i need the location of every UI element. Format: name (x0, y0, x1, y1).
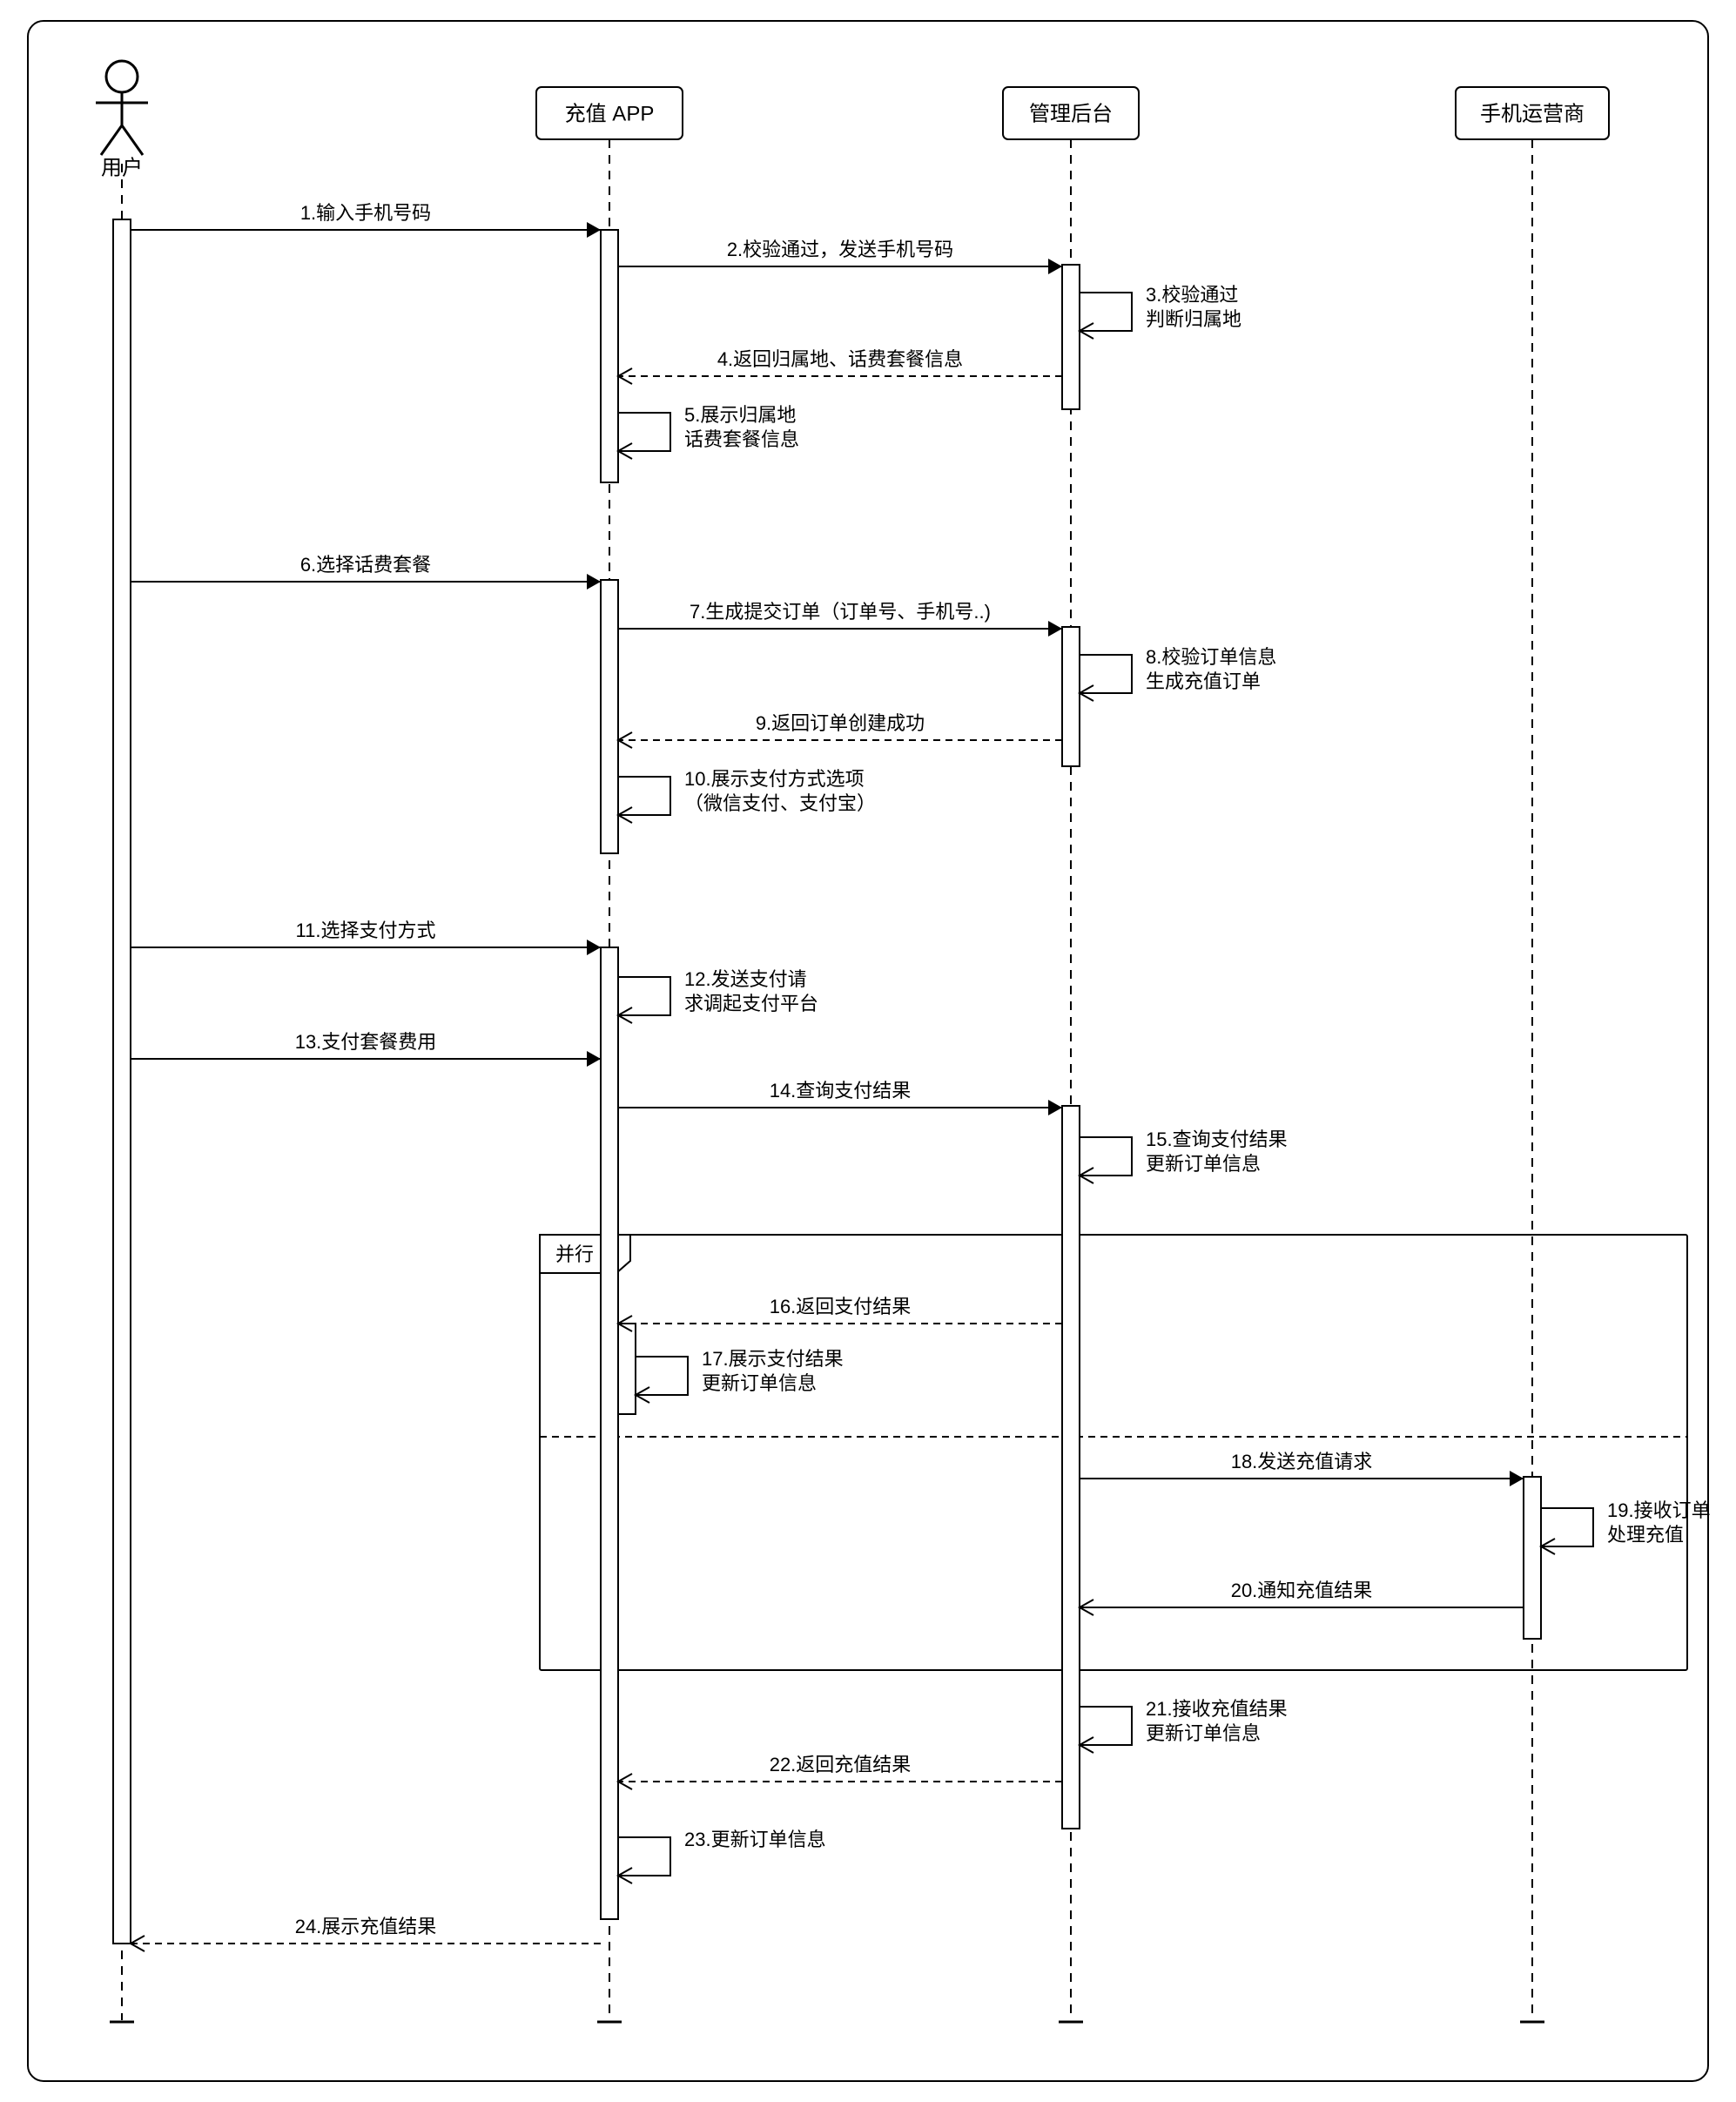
message-label-18: 18.发送充值请求 (1231, 1451, 1373, 1472)
message-label-13: 13.支付套餐费用 (295, 1031, 437, 1053)
message-label-19: 19.接收订单 (1607, 1499, 1711, 1521)
arrowhead-solid-icon (1048, 259, 1062, 274)
message-label-12: 12.发送支付请 (684, 968, 807, 990)
message-label-24: 24.展示充值结果 (295, 1916, 437, 1937)
self-message-15 (1080, 1137, 1132, 1176)
activation-user (113, 219, 131, 1944)
activation-app (601, 947, 618, 1919)
message-label-10: 10.展示支付方式选项 (684, 768, 865, 790)
message-label-5: 话费套餐信息 (684, 428, 799, 450)
self-message-8 (1080, 655, 1132, 693)
arrowhead-solid-icon (1048, 621, 1062, 637)
lane-label-carrier: 手机运营商 (1480, 102, 1585, 125)
message-label-17: 更新订单信息 (702, 1372, 817, 1394)
message-label-7: 7.生成提交订单（订单号、手机号..) (690, 601, 991, 623)
activation-backend (1062, 1106, 1080, 1829)
message-label-14: 14.查询支付结果 (770, 1080, 912, 1102)
activation-backend (1062, 627, 1080, 766)
activation-backend (1062, 265, 1080, 409)
activation-app (601, 580, 618, 853)
message-label-8: 8.校验订单信息 (1146, 646, 1276, 668)
message-label-3: 判断归属地 (1146, 308, 1241, 330)
message-label-15: 更新订单信息 (1146, 1153, 1261, 1175)
message-label-16: 16.返回支付结果 (770, 1296, 912, 1317)
self-message-10 (618, 777, 670, 815)
message-label-6: 6.选择话费套餐 (300, 554, 431, 576)
fragment-tag-label: 并行 (555, 1243, 594, 1265)
activation-app (618, 1324, 636, 1414)
arrowhead-solid-icon (587, 940, 601, 955)
message-label-4: 4.返回归属地、话费套餐信息 (717, 348, 963, 370)
message-label-3: 3.校验通过 (1146, 284, 1238, 306)
self-message-23 (618, 1837, 670, 1876)
message-label-10: （微信支付、支付宝） (684, 792, 876, 814)
self-message-19 (1541, 1508, 1593, 1546)
self-message-17 (636, 1357, 688, 1395)
message-label-23: 23.更新订单信息 (684, 1829, 826, 1850)
message-label-15: 15.查询支付结果 (1146, 1128, 1288, 1150)
message-label-12: 求调起支付平台 (684, 993, 818, 1014)
lane-label-backend: 管理后台 (1029, 102, 1113, 125)
combined-fragment-frame (540, 1235, 1687, 1670)
arrowhead-solid-icon (587, 574, 601, 590)
message-label-17: 17.展示支付结果 (702, 1348, 844, 1370)
lane-label-app: 充值 APP (565, 102, 655, 125)
message-label-19: 处理充值 (1607, 1524, 1684, 1546)
self-message-12 (618, 977, 670, 1015)
message-label-9: 9.返回订单创建成功 (756, 712, 925, 734)
message-label-8: 生成充值订单 (1146, 670, 1261, 692)
self-message-5 (618, 413, 670, 451)
activation-carrier (1524, 1477, 1541, 1639)
arrowhead-solid-icon (587, 1051, 601, 1067)
message-label-1: 1.输入手机号码 (300, 202, 431, 224)
actor-leg-l (101, 125, 122, 155)
message-label-21: 更新订单信息 (1146, 1722, 1261, 1744)
actor-leg-r (122, 125, 143, 155)
arrowhead-solid-icon (587, 222, 601, 238)
message-label-2: 2.校验通过，发送手机号码 (727, 239, 953, 260)
message-label-20: 20.通知充值结果 (1231, 1580, 1373, 1601)
message-label-5: 5.展示归属地 (684, 404, 796, 426)
activation-app (601, 230, 618, 482)
actor-head-icon (106, 61, 138, 92)
self-message-21 (1080, 1707, 1132, 1745)
arrowhead-solid-icon (1510, 1471, 1524, 1486)
arrowhead-solid-icon (1048, 1100, 1062, 1115)
message-label-22: 22.返回充值结果 (770, 1754, 912, 1775)
self-message-3 (1080, 293, 1132, 331)
message-label-11: 11.选择支付方式 (296, 920, 436, 941)
lane-label-user: 用户 (101, 156, 143, 179)
message-label-21: 21.接收充值结果 (1146, 1698, 1288, 1720)
